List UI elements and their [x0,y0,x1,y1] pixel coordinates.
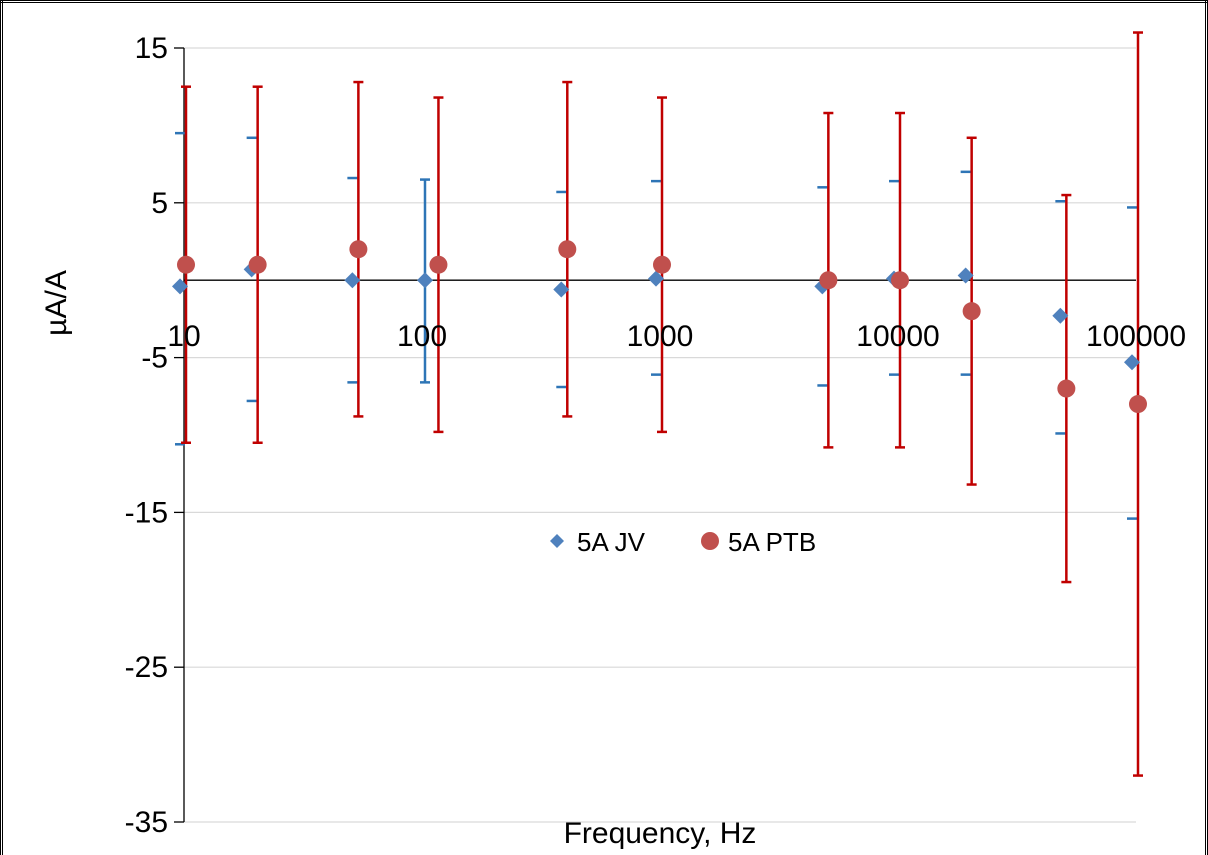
legend-label-5a-jv: 5A JV [577,527,646,557]
y-tick-labels: 15 5 -5 -15 -25 -35 [125,32,168,839]
error-bars [175,31,1143,777]
marker-5a-ptb [248,255,267,274]
y-tick-label: 15 [135,32,168,65]
y-axis-label: µA/A [40,270,73,336]
marker-5a-jv [416,272,433,289]
y-tick-label: -15 [125,496,168,529]
x-tick-label: 10000 [856,320,939,353]
axes [174,47,1136,823]
marker-5a-jv [172,278,188,295]
y-tick-label: -5 [141,342,168,375]
x-axis-label: Frequency, Hz [564,817,757,850]
marker-5a-ptb [819,271,838,290]
frame-border-left [0,0,3,855]
marker-5a-ptb [962,302,981,321]
legend-marker-5a-jv [550,534,564,548]
marker-5a-jv [957,267,974,284]
marker-5a-ptb [429,255,448,274]
marker-5a-ptb [891,271,909,290]
frame-border-top [0,0,1208,3]
marker-5a-ptb [177,255,195,274]
gridlines [184,47,1136,823]
legend-marker-5a-ptb [701,532,719,550]
marker-5a-jv [1124,354,1140,371]
y-tick-label: -35 [125,806,168,839]
legend-label-5a-ptb: 5A PTB [728,527,816,557]
marker-5a-jv [344,272,361,289]
x-tick-label: 100 [397,320,447,353]
marker-5a-jv [553,281,570,298]
x-tick-label: 10 [167,320,200,353]
x-tick-labels: 10 100 1000 10000 100000 [167,320,1186,353]
markers [172,240,1147,414]
x-tick-label: 100000 [1086,320,1186,353]
y-tick-label: -25 [125,651,168,684]
marker-5a-ptb [1057,379,1076,398]
x-tick-label: 1000 [627,320,694,353]
marker-5a-ptb [653,255,671,274]
y-tick-label: 5 [151,187,168,220]
marker-5a-ptb [558,240,577,259]
marker-5a-ptb [349,240,368,259]
marker-5a-jv [648,270,664,287]
marker-5a-ptb [1129,395,1147,414]
marker-5a-jv [1052,307,1069,324]
legend: 5A JV 5A PTB [550,527,816,557]
